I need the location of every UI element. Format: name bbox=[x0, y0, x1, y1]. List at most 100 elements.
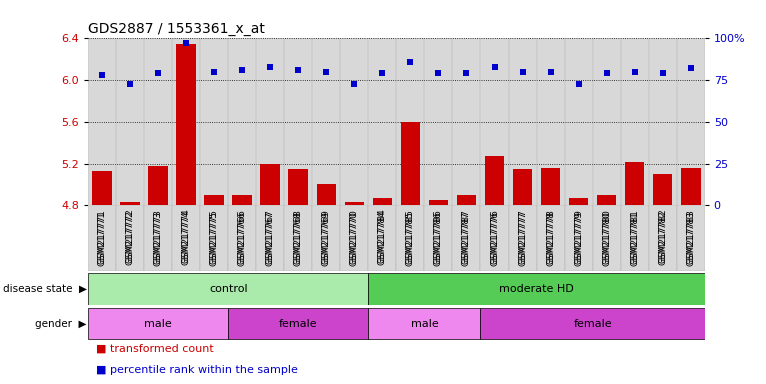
Text: GSM217777: GSM217777 bbox=[518, 209, 527, 263]
Text: GSM217767: GSM217767 bbox=[266, 211, 275, 266]
Text: GSM217766: GSM217766 bbox=[237, 209, 247, 263]
Text: ■ percentile rank within the sample: ■ percentile rank within the sample bbox=[96, 365, 298, 375]
Text: GSM217785: GSM217785 bbox=[406, 209, 415, 263]
Bar bbox=[172, 205, 200, 271]
Text: GSM217778: GSM217778 bbox=[546, 211, 555, 266]
Bar bbox=[88, 308, 228, 339]
Bar bbox=[565, 205, 593, 271]
Bar bbox=[480, 205, 509, 271]
Text: GSM217783: GSM217783 bbox=[686, 209, 696, 263]
Text: GSM217781: GSM217781 bbox=[630, 211, 639, 266]
Text: GSM217787: GSM217787 bbox=[462, 211, 471, 266]
Point bbox=[236, 67, 248, 73]
Bar bbox=[116, 205, 144, 271]
Text: GSM217768: GSM217768 bbox=[294, 209, 303, 263]
Text: GSM217772: GSM217772 bbox=[126, 211, 135, 265]
Bar bbox=[485, 156, 504, 205]
Point bbox=[601, 70, 613, 76]
Text: GSM217781: GSM217781 bbox=[630, 209, 639, 263]
Text: female: female bbox=[279, 318, 318, 329]
Text: GSM217768: GSM217768 bbox=[294, 211, 303, 266]
Text: GSM217773: GSM217773 bbox=[154, 211, 162, 266]
Bar bbox=[200, 205, 228, 271]
Bar bbox=[228, 308, 368, 339]
Text: GSM217771: GSM217771 bbox=[97, 211, 106, 266]
Text: GSM217784: GSM217784 bbox=[378, 209, 387, 263]
Text: GSM217767: GSM217767 bbox=[266, 209, 275, 263]
Point bbox=[208, 69, 221, 75]
Point bbox=[516, 69, 529, 75]
Bar bbox=[372, 198, 392, 205]
Text: GDS2887 / 1553361_x_at: GDS2887 / 1553361_x_at bbox=[88, 22, 265, 36]
Point bbox=[572, 80, 584, 86]
Text: female: female bbox=[573, 318, 612, 329]
Bar bbox=[593, 205, 620, 271]
Point bbox=[685, 65, 697, 71]
Text: GSM217780: GSM217780 bbox=[602, 209, 611, 263]
Bar bbox=[457, 195, 476, 205]
Text: GSM217782: GSM217782 bbox=[658, 211, 667, 265]
Bar bbox=[345, 202, 364, 205]
Text: GSM217785: GSM217785 bbox=[406, 211, 415, 266]
Bar bbox=[289, 169, 308, 205]
Text: GSM217784: GSM217784 bbox=[378, 211, 387, 265]
Bar bbox=[676, 205, 705, 271]
Text: GSM217766: GSM217766 bbox=[237, 211, 247, 266]
Bar bbox=[424, 205, 453, 271]
Text: male: male bbox=[144, 318, 172, 329]
Bar bbox=[368, 205, 397, 271]
Point bbox=[489, 64, 501, 70]
Text: GSM217770: GSM217770 bbox=[350, 211, 358, 266]
Bar bbox=[597, 195, 617, 205]
Text: GSM217776: GSM217776 bbox=[490, 209, 499, 263]
Text: control: control bbox=[209, 284, 247, 294]
Bar bbox=[144, 205, 172, 271]
Bar bbox=[88, 273, 368, 305]
Text: GSM217779: GSM217779 bbox=[574, 209, 583, 263]
Point bbox=[432, 70, 444, 76]
Bar bbox=[205, 195, 224, 205]
Point bbox=[320, 69, 332, 75]
Text: GSM217769: GSM217769 bbox=[322, 211, 331, 266]
Bar bbox=[176, 44, 196, 205]
Bar bbox=[313, 205, 340, 271]
Bar bbox=[453, 205, 480, 271]
Bar bbox=[509, 205, 536, 271]
Bar bbox=[569, 198, 588, 205]
Text: GSM217779: GSM217779 bbox=[574, 211, 583, 266]
Bar bbox=[368, 273, 705, 305]
Point bbox=[292, 67, 304, 73]
Text: disease state  ▶: disease state ▶ bbox=[3, 284, 87, 294]
Point bbox=[96, 72, 108, 78]
Bar bbox=[92, 171, 112, 205]
Text: gender  ▶: gender ▶ bbox=[35, 318, 87, 329]
Bar bbox=[228, 205, 257, 271]
Point bbox=[404, 59, 417, 65]
Text: GSM217782: GSM217782 bbox=[658, 209, 667, 263]
Point bbox=[180, 40, 192, 46]
Point bbox=[124, 80, 136, 86]
Bar bbox=[625, 162, 644, 205]
Point bbox=[152, 70, 164, 76]
Text: GSM217775: GSM217775 bbox=[210, 211, 219, 266]
Text: GSM217776: GSM217776 bbox=[490, 211, 499, 266]
Text: ■ transformed count: ■ transformed count bbox=[96, 344, 214, 354]
Bar bbox=[536, 205, 565, 271]
Text: GSM217771: GSM217771 bbox=[97, 209, 106, 263]
Text: GSM217777: GSM217777 bbox=[518, 211, 527, 266]
Text: GSM217778: GSM217778 bbox=[546, 209, 555, 263]
Text: GSM217786: GSM217786 bbox=[434, 209, 443, 263]
Text: GSM217787: GSM217787 bbox=[462, 209, 471, 263]
Bar bbox=[120, 202, 140, 205]
Bar bbox=[429, 200, 448, 205]
Text: GSM217769: GSM217769 bbox=[322, 209, 331, 263]
Bar bbox=[653, 174, 673, 205]
Point bbox=[349, 80, 361, 86]
Text: GSM217774: GSM217774 bbox=[182, 209, 191, 263]
Point bbox=[376, 70, 388, 76]
Bar bbox=[401, 122, 421, 205]
Bar bbox=[340, 205, 368, 271]
Bar bbox=[512, 169, 532, 205]
Bar bbox=[88, 205, 116, 271]
Bar bbox=[257, 205, 284, 271]
